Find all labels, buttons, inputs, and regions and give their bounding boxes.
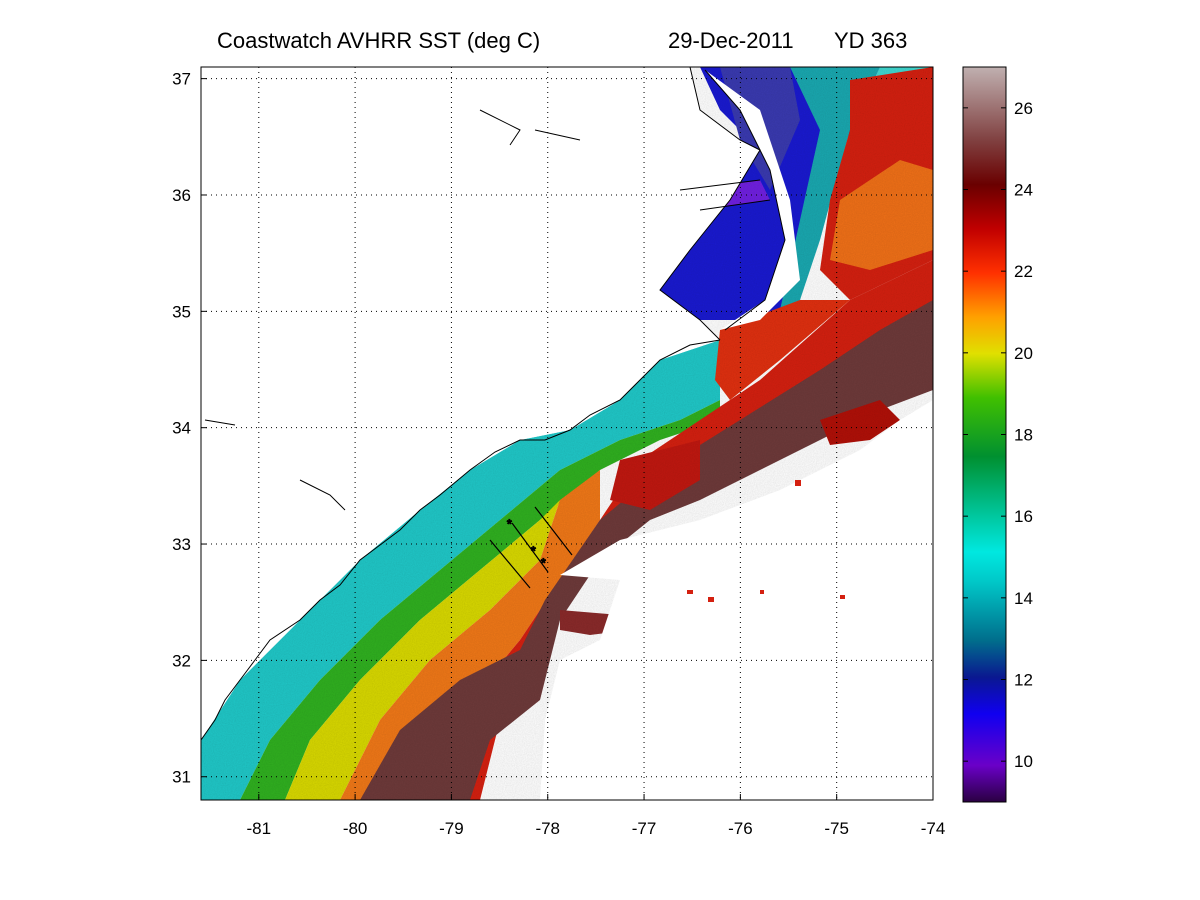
- lat-tick-label: 32: [172, 651, 191, 670]
- plot-frame: [200, 66, 934, 801]
- lat-tick-label: 31: [172, 768, 191, 787]
- sst-image: [201, 67, 933, 800]
- title-yearday: YD 363: [834, 28, 908, 53]
- lon-tick-label: -81: [247, 819, 272, 838]
- transect-lines: * * *: [489, 506, 573, 589]
- map-grid: [201, 67, 934, 800]
- lon-tick-label: -78: [535, 819, 560, 838]
- lon-tick-label: -74: [921, 819, 946, 838]
- lon-tick-label: -77: [632, 819, 657, 838]
- lon-tick-label: -75: [824, 819, 849, 838]
- station-marker: *: [507, 517, 512, 531]
- station-marker: *: [541, 556, 546, 570]
- latitude-axis: 31 32 33 34 35 36 37: [172, 70, 191, 787]
- lat-tick-label: 33: [172, 535, 191, 554]
- colorbar-tick-label: 20: [1014, 344, 1033, 363]
- colorbar-tick-label: 18: [1014, 426, 1033, 445]
- colorbar-tick-label: 12: [1014, 671, 1033, 690]
- title-row: Coastwatch AVHRR SST (deg C) 29-Dec-2011…: [0, 28, 1200, 58]
- colorbar-tick-label: 24: [1014, 181, 1033, 200]
- coastline: [201, 67, 786, 741]
- colorbar-scale: [963, 67, 1006, 802]
- station-marker: *: [531, 544, 536, 558]
- title-product: Coastwatch AVHRR SST (deg C): [217, 28, 541, 53]
- colorbar-tick-label: 22: [1014, 262, 1033, 281]
- lon-tick-label: -76: [728, 819, 753, 838]
- lat-tick-label: 37: [172, 70, 191, 89]
- colorbar-tick-label: 14: [1014, 589, 1033, 608]
- colorbar-tick-label: 26: [1014, 99, 1033, 118]
- lon-tick-label: -80: [343, 819, 368, 838]
- lat-tick-label: 36: [172, 186, 191, 205]
- title-date: 29-Dec-2011: [668, 28, 794, 53]
- colorbar: 10 12 14 16 18 20 22 24 26: [962, 66, 1033, 803]
- colorbar-tick-label: 10: [1014, 752, 1033, 771]
- colorbar-tick-label: 16: [1014, 507, 1033, 526]
- longitude-axis: -81 -80 -79 -78 -77 -76 -75 -74: [247, 819, 946, 838]
- lon-tick-label: -79: [439, 819, 464, 838]
- colorbar-ticks: 10 12 14 16 18 20 22 24 26: [963, 99, 1033, 771]
- lat-tick-label: 35: [172, 302, 191, 321]
- lat-tick-label: 34: [172, 419, 191, 438]
